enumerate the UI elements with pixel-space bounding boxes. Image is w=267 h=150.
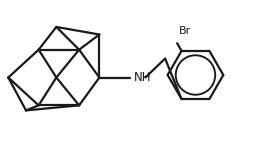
Text: Br: Br — [178, 26, 191, 36]
Text: NH: NH — [134, 71, 151, 84]
